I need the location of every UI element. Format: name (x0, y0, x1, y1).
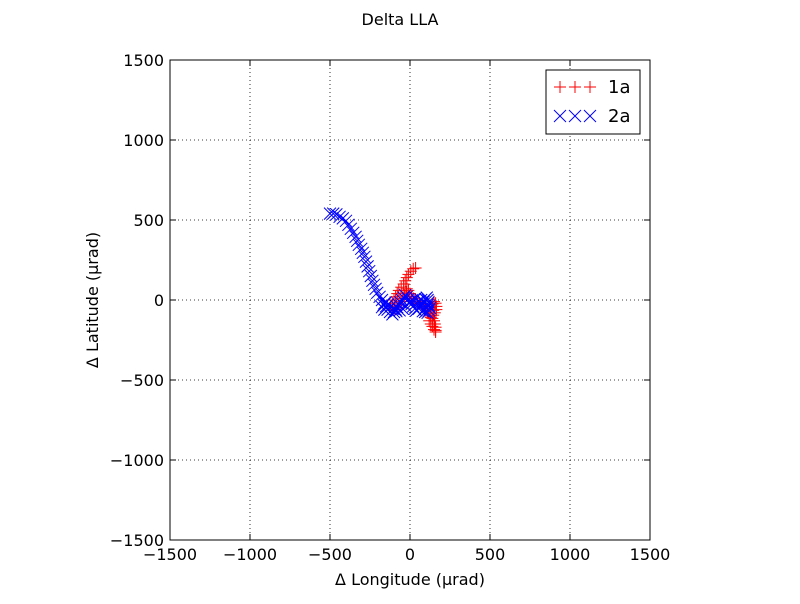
x-axis-label: Δ Longitude (μrad) (335, 570, 485, 589)
legend-markers (553, 81, 597, 123)
data-point-2a (396, 302, 410, 316)
data-point-1a (428, 323, 440, 336)
data-point-2a (364, 269, 378, 283)
data-point-2a (346, 226, 360, 240)
data-point-1a (409, 262, 422, 274)
data-point-1a (399, 274, 412, 287)
data-point-1a (407, 262, 420, 275)
data-point-2a (382, 297, 395, 311)
data-point-2a (367, 278, 381, 292)
data-point-2a (378, 296, 391, 310)
y-axis-label: Δ Latitude (μrad) (83, 232, 102, 368)
data-point-1a (400, 282, 413, 295)
data-point-1a (397, 278, 410, 290)
data-point-2a (422, 304, 436, 317)
data-point-2a (333, 210, 346, 224)
data-point-2a (370, 286, 384, 300)
y-tick-label: −500 (120, 371, 164, 390)
data-point-2a (409, 292, 422, 305)
x-tick-label: 500 (475, 545, 506, 564)
x-tick-label: 0 (405, 545, 415, 564)
legend-marker-1a (584, 81, 596, 93)
data-points (323, 207, 443, 338)
data-point-2a (422, 296, 435, 309)
data-point-2a (358, 250, 371, 264)
data-point-2a (342, 218, 355, 232)
data-point-2a (336, 212, 350, 225)
data-point-2a (352, 238, 366, 252)
data-point-2a (378, 303, 391, 316)
data-point-2a (390, 304, 403, 318)
data-point-2a (326, 207, 340, 220)
y-tick-label: 0 (154, 291, 164, 310)
data-point-1a (408, 294, 421, 306)
data-point-2a (356, 246, 370, 260)
data-point-2a (416, 304, 430, 318)
data-point-2a (373, 290, 386, 304)
x-tick-label: 1000 (550, 545, 591, 564)
legend-marker-2a (568, 109, 582, 123)
legend: 1a 2a (545, 69, 641, 135)
data-point-2a (411, 295, 425, 308)
y-tick-label: −1500 (110, 531, 164, 550)
y-tick-label: −1000 (110, 451, 164, 470)
data-point-2a (339, 214, 353, 228)
data-point-1a (400, 271, 413, 284)
data-point-2a (323, 207, 337, 220)
data-point-1a (426, 320, 439, 333)
chart-title: Delta LLA (361, 10, 439, 29)
legend-marker-1a (554, 81, 566, 93)
data-point-1a (429, 326, 442, 338)
legend-label-2a: 2a (608, 106, 630, 127)
x-tick-label: −500 (308, 545, 352, 564)
data-point-2a (399, 300, 413, 313)
data-point-2a (362, 264, 376, 278)
legend-marker-1a (569, 81, 581, 93)
data-point-2a (375, 293, 389, 307)
data-point-2a (369, 282, 382, 296)
data-point-2a (421, 306, 434, 320)
data-point-2a (361, 260, 374, 273)
data-point-2a (354, 242, 368, 256)
data-point-1a (402, 268, 415, 281)
x-tick-label: −1500 (143, 545, 197, 564)
data-point-2a (350, 234, 364, 248)
data-point-1a (391, 287, 404, 300)
axis-ticks: −1500 −1000 −500 0 500 1000 1500 −1500 −1000 −500… (110, 51, 670, 564)
data-point-2a (366, 274, 379, 288)
data-point-2a (330, 208, 343, 221)
data-point-2a (418, 305, 432, 319)
data-point-2a (422, 299, 436, 312)
x-tick-label: 1500 (630, 545, 671, 564)
data-point-2a (414, 293, 428, 307)
y-tick-label: 1500 (123, 51, 164, 70)
legend-marker-2a (553, 109, 567, 123)
legend-box (545, 69, 641, 135)
y-tick-label: 1000 (123, 131, 164, 150)
y-tick-label: 500 (133, 211, 164, 230)
x-tick-label: −1000 (223, 545, 277, 564)
data-point-2a (349, 230, 362, 244)
legend-marker-2a (583, 109, 597, 123)
data-point-2a (359, 255, 373, 268)
data-point-1a (404, 265, 417, 278)
data-point-2a (377, 298, 390, 312)
data-point-2a (344, 222, 358, 236)
data-point-2a (423, 301, 437, 315)
data-point-1a (402, 284, 415, 297)
legend-label-1a: 1a (608, 77, 630, 98)
